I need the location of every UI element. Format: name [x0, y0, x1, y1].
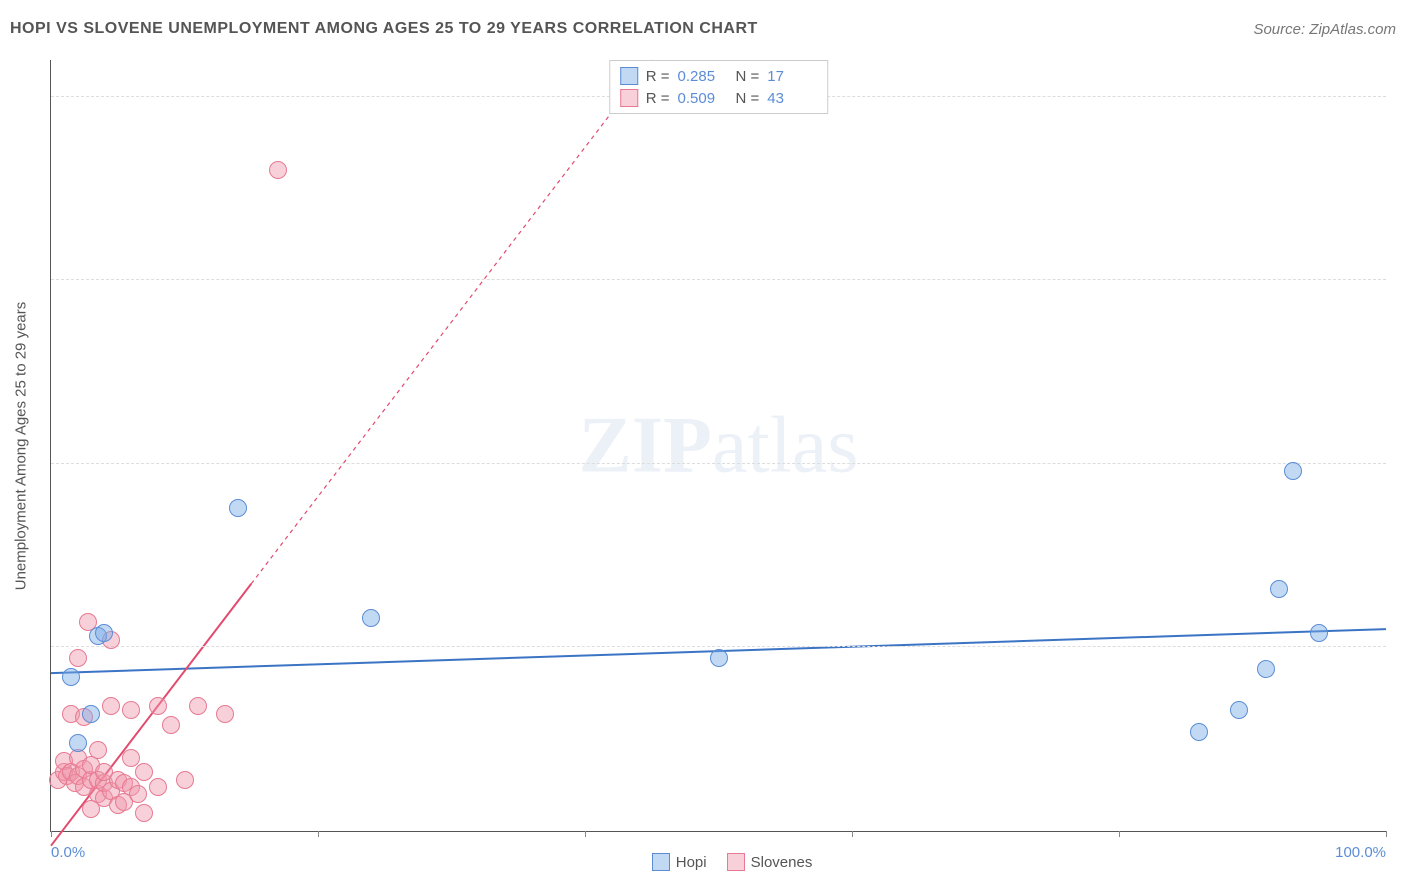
n-label: N = [736, 68, 760, 85]
ytick-label: 100.0% [1396, 88, 1406, 105]
gridline-h [51, 463, 1386, 464]
legend-series-label: Hopi [676, 854, 707, 871]
hopi-point [229, 499, 247, 517]
slovenes-point [176, 771, 194, 789]
slovenes-point [135, 763, 153, 781]
watermark: ZIPatlas [579, 400, 859, 491]
slovenes-point [216, 705, 234, 723]
watermark-atlas: atlas [712, 401, 859, 489]
xtick [1386, 831, 1387, 837]
slovenes-point [89, 741, 107, 759]
legend-swatch [652, 853, 670, 871]
xtick [852, 831, 853, 837]
ytick-label: 50.0% [1396, 455, 1406, 472]
plot-area: ZIPatlas Unemployment Among Ages 25 to 2… [50, 60, 1386, 832]
r-label: R = [646, 90, 670, 107]
slovenes-point [269, 161, 287, 179]
hopi-point [1270, 580, 1288, 598]
legend-stats-row: R = 0.509 N = 43 [620, 87, 818, 109]
chart-header: HOPI VS SLOVENE UNEMPLOYMENT AMONG AGES … [10, 20, 1396, 38]
y-axis-label: Unemployment Among Ages 25 to 29 years [13, 301, 30, 590]
legend-series-item: Slovenes [727, 853, 813, 871]
slovenes-point [189, 697, 207, 715]
legend-series-item: Hopi [652, 853, 707, 871]
hopi-point [95, 624, 113, 642]
chart-title: HOPI VS SLOVENE UNEMPLOYMENT AMONG AGES … [10, 20, 758, 38]
legend-series: Hopi Slovenes [652, 853, 813, 871]
xtick-label: 100.0% [1335, 844, 1386, 861]
n-value: 17 [767, 68, 817, 85]
xtick [318, 831, 319, 837]
xtick [51, 831, 52, 837]
hopi-point [362, 609, 380, 627]
n-value: 43 [767, 90, 817, 107]
legend-swatch [620, 89, 638, 107]
slovenes-point [122, 749, 140, 767]
ytick-label: 25.0% [1396, 639, 1406, 656]
hopi-point [69, 734, 87, 752]
hopi-point [1284, 462, 1302, 480]
trend-line [251, 60, 652, 584]
slovenes-point [129, 785, 147, 803]
slovenes-point [69, 649, 87, 667]
ytick-label: 75.0% [1396, 272, 1406, 289]
legend-stats-row: R = 0.285 N = 17 [620, 65, 818, 87]
slovenes-point [149, 697, 167, 715]
hopi-point [1257, 660, 1275, 678]
legend-swatch [620, 67, 638, 85]
legend-swatch [727, 853, 745, 871]
gridline-h [51, 279, 1386, 280]
xtick [1119, 831, 1120, 837]
hopi-point [710, 649, 728, 667]
xtick [585, 831, 586, 837]
slovenes-point [162, 716, 180, 734]
slovenes-point [149, 778, 167, 796]
hopi-point [1230, 701, 1248, 719]
hopi-point [1190, 723, 1208, 741]
slovenes-point [122, 701, 140, 719]
gridline-h [51, 646, 1386, 647]
legend-series-label: Slovenes [751, 854, 813, 871]
xtick-label: 0.0% [51, 844, 85, 861]
n-label: N = [736, 90, 760, 107]
slovenes-point [102, 697, 120, 715]
r-value: 0.285 [678, 68, 728, 85]
hopi-point [82, 705, 100, 723]
legend-stats: R = 0.285 N = 17 R = 0.509 N = 43 [609, 60, 829, 114]
r-label: R = [646, 68, 670, 85]
hopi-point [62, 668, 80, 686]
chart-source: Source: ZipAtlas.com [1253, 21, 1396, 38]
r-value: 0.509 [678, 90, 728, 107]
slovenes-point [135, 804, 153, 822]
hopi-point [1310, 624, 1328, 642]
trend-lines-svg [51, 60, 1386, 831]
watermark-zip: ZIP [579, 401, 712, 489]
